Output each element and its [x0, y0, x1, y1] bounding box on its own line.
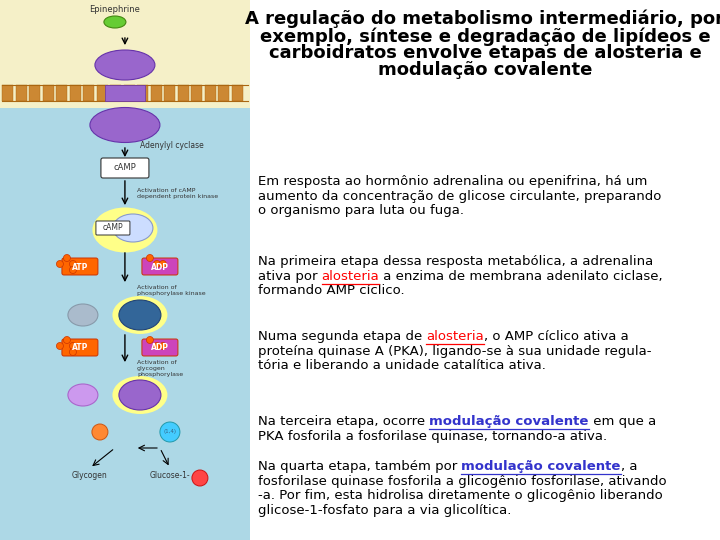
Text: cAMP: cAMP [114, 164, 136, 172]
Ellipse shape [92, 207, 158, 253]
Text: modulação covalente: modulação covalente [378, 61, 592, 79]
Circle shape [159, 260, 166, 267]
Bar [105, 85, 145, 101]
Text: tória e liberando a unidade catalítica ativa.: tória e liberando a unidade catalítica a… [258, 360, 546, 373]
Bar [56, 85, 67, 101]
Circle shape [63, 336, 71, 343]
FancyBboxPatch shape [96, 221, 130, 235]
Circle shape [69, 342, 76, 349]
Ellipse shape [95, 50, 155, 80]
Circle shape [159, 342, 166, 349]
Text: Adenylyl cyclase: Adenylyl cyclase [140, 141, 204, 150]
FancyBboxPatch shape [62, 258, 98, 275]
Text: em que a: em que a [588, 415, 656, 428]
Text: modulação covalente: modulação covalente [462, 460, 621, 473]
Bar [191, 85, 202, 101]
Bar [204, 85, 215, 101]
FancyBboxPatch shape [142, 339, 178, 356]
Text: aumento da concentração de glicose circulante, preparando: aumento da concentração de glicose circu… [258, 190, 661, 202]
Text: exemplo, síntese e degradação de lipídeos e: exemplo, síntese e degradação de lipídeo… [260, 27, 710, 45]
Text: ativa por: ativa por [258, 269, 322, 283]
Circle shape [146, 254, 153, 261]
Text: modulação covalente: modulação covalente [429, 415, 588, 428]
Circle shape [69, 348, 76, 355]
Text: Epinephrine: Epinephrine [89, 5, 140, 14]
Bar [232, 85, 243, 101]
Text: formando AMP cíclico.: formando AMP cíclico. [258, 285, 405, 298]
Text: Na terceira etapa, ocorre: Na terceira etapa, ocorre [258, 415, 429, 428]
Text: a enzima de membrana adenilato ciclase,: a enzima de membrana adenilato ciclase, [379, 269, 663, 283]
Bar [178, 85, 189, 101]
Text: , o AMP cíclico ativa a: , o AMP cíclico ativa a [484, 330, 629, 343]
Text: ATP: ATP [72, 343, 88, 353]
Bar [83, 85, 94, 101]
Bar [150, 85, 161, 101]
Text: Activation of
glycogen
phosphorylase: Activation of glycogen phosphorylase [137, 360, 183, 376]
Text: Glycogen: Glycogen [72, 471, 108, 480]
Circle shape [146, 336, 153, 343]
Bar [124, 85, 135, 101]
Circle shape [153, 260, 161, 267]
Text: ADP: ADP [151, 343, 169, 353]
Text: Numa segunda etapa de: Numa segunda etapa de [258, 330, 426, 343]
Ellipse shape [119, 300, 161, 330]
Bar [2, 85, 13, 101]
Bar [137, 85, 148, 101]
Bar [96, 85, 107, 101]
Circle shape [56, 260, 63, 267]
Circle shape [160, 422, 180, 442]
Bar [42, 85, 53, 101]
Text: proteína quinase A (PKA), ligando-se à sua unidade regula-: proteína quinase A (PKA), ligando-se à s… [258, 345, 652, 357]
Bar [218, 85, 229, 101]
Text: ADP: ADP [151, 262, 169, 272]
Circle shape [153, 342, 161, 349]
Text: cAMP: cAMP [103, 224, 123, 233]
Circle shape [69, 267, 76, 273]
Ellipse shape [68, 304, 98, 326]
Text: Na quarta etapa, também por: Na quarta etapa, também por [258, 460, 462, 473]
Bar [0, 108, 250, 540]
Text: (1,4): (1,4) [163, 429, 176, 435]
FancyBboxPatch shape [101, 158, 149, 178]
Text: alosteria: alosteria [322, 269, 379, 283]
Text: ATP: ATP [72, 262, 88, 272]
Text: Glucose-1-: Glucose-1- [150, 471, 190, 480]
Ellipse shape [68, 384, 98, 406]
Circle shape [192, 470, 208, 486]
Ellipse shape [90, 107, 160, 143]
Ellipse shape [113, 214, 153, 242]
FancyBboxPatch shape [62, 339, 98, 356]
Ellipse shape [112, 296, 168, 334]
Ellipse shape [119, 380, 161, 410]
Text: o organismo para luta ou fuga.: o organismo para luta ou fuga. [258, 205, 464, 218]
Text: Na primeira etapa dessa resposta metabólica, a adrenalina: Na primeira etapa dessa resposta metaból… [258, 255, 653, 268]
Text: Em resposta ao hormônio adrenalina ou epenifrina, há um: Em resposta ao hormônio adrenalina ou ep… [258, 175, 647, 188]
Text: A regulação do metabolismo intermediário, por: A regulação do metabolismo intermediário… [246, 10, 720, 29]
Text: fosforilase quinase fosforila a glicogênio fosforilase, ativando: fosforilase quinase fosforila a glicogên… [258, 475, 667, 488]
Circle shape [92, 424, 108, 440]
Text: PKA fosforila a fosforilase quinase, tornando-a ativa.: PKA fosforila a fosforilase quinase, tor… [258, 430, 607, 443]
Text: , a: , a [621, 460, 637, 473]
Bar [16, 85, 27, 101]
Text: carboidratos envolve etapas de alosteria e: carboidratos envolve etapas de alosteria… [269, 44, 701, 62]
Text: Activation of cAMP
dependent protein kinase: Activation of cAMP dependent protein kin… [137, 188, 218, 199]
Bar [164, 85, 175, 101]
Text: glicose-1-fosfato para a via glicolítica.: glicose-1-fosfato para a via glicolítica… [258, 504, 511, 517]
Ellipse shape [112, 376, 168, 414]
Circle shape [56, 342, 63, 349]
FancyBboxPatch shape [142, 258, 178, 275]
Bar [0, 0, 250, 108]
Bar [29, 85, 40, 101]
Bar [110, 85, 121, 101]
Circle shape [63, 254, 71, 261]
Text: Activation of
phosphorylase kinase: Activation of phosphorylase kinase [137, 285, 205, 296]
Text: alosteria: alosteria [426, 330, 484, 343]
Ellipse shape [104, 16, 126, 28]
Text: -a. Por fim, esta hidrolisa diretamente o glicogênio liberando: -a. Por fim, esta hidrolisa diretamente … [258, 489, 662, 502]
Circle shape [69, 260, 76, 267]
Bar [70, 85, 81, 101]
